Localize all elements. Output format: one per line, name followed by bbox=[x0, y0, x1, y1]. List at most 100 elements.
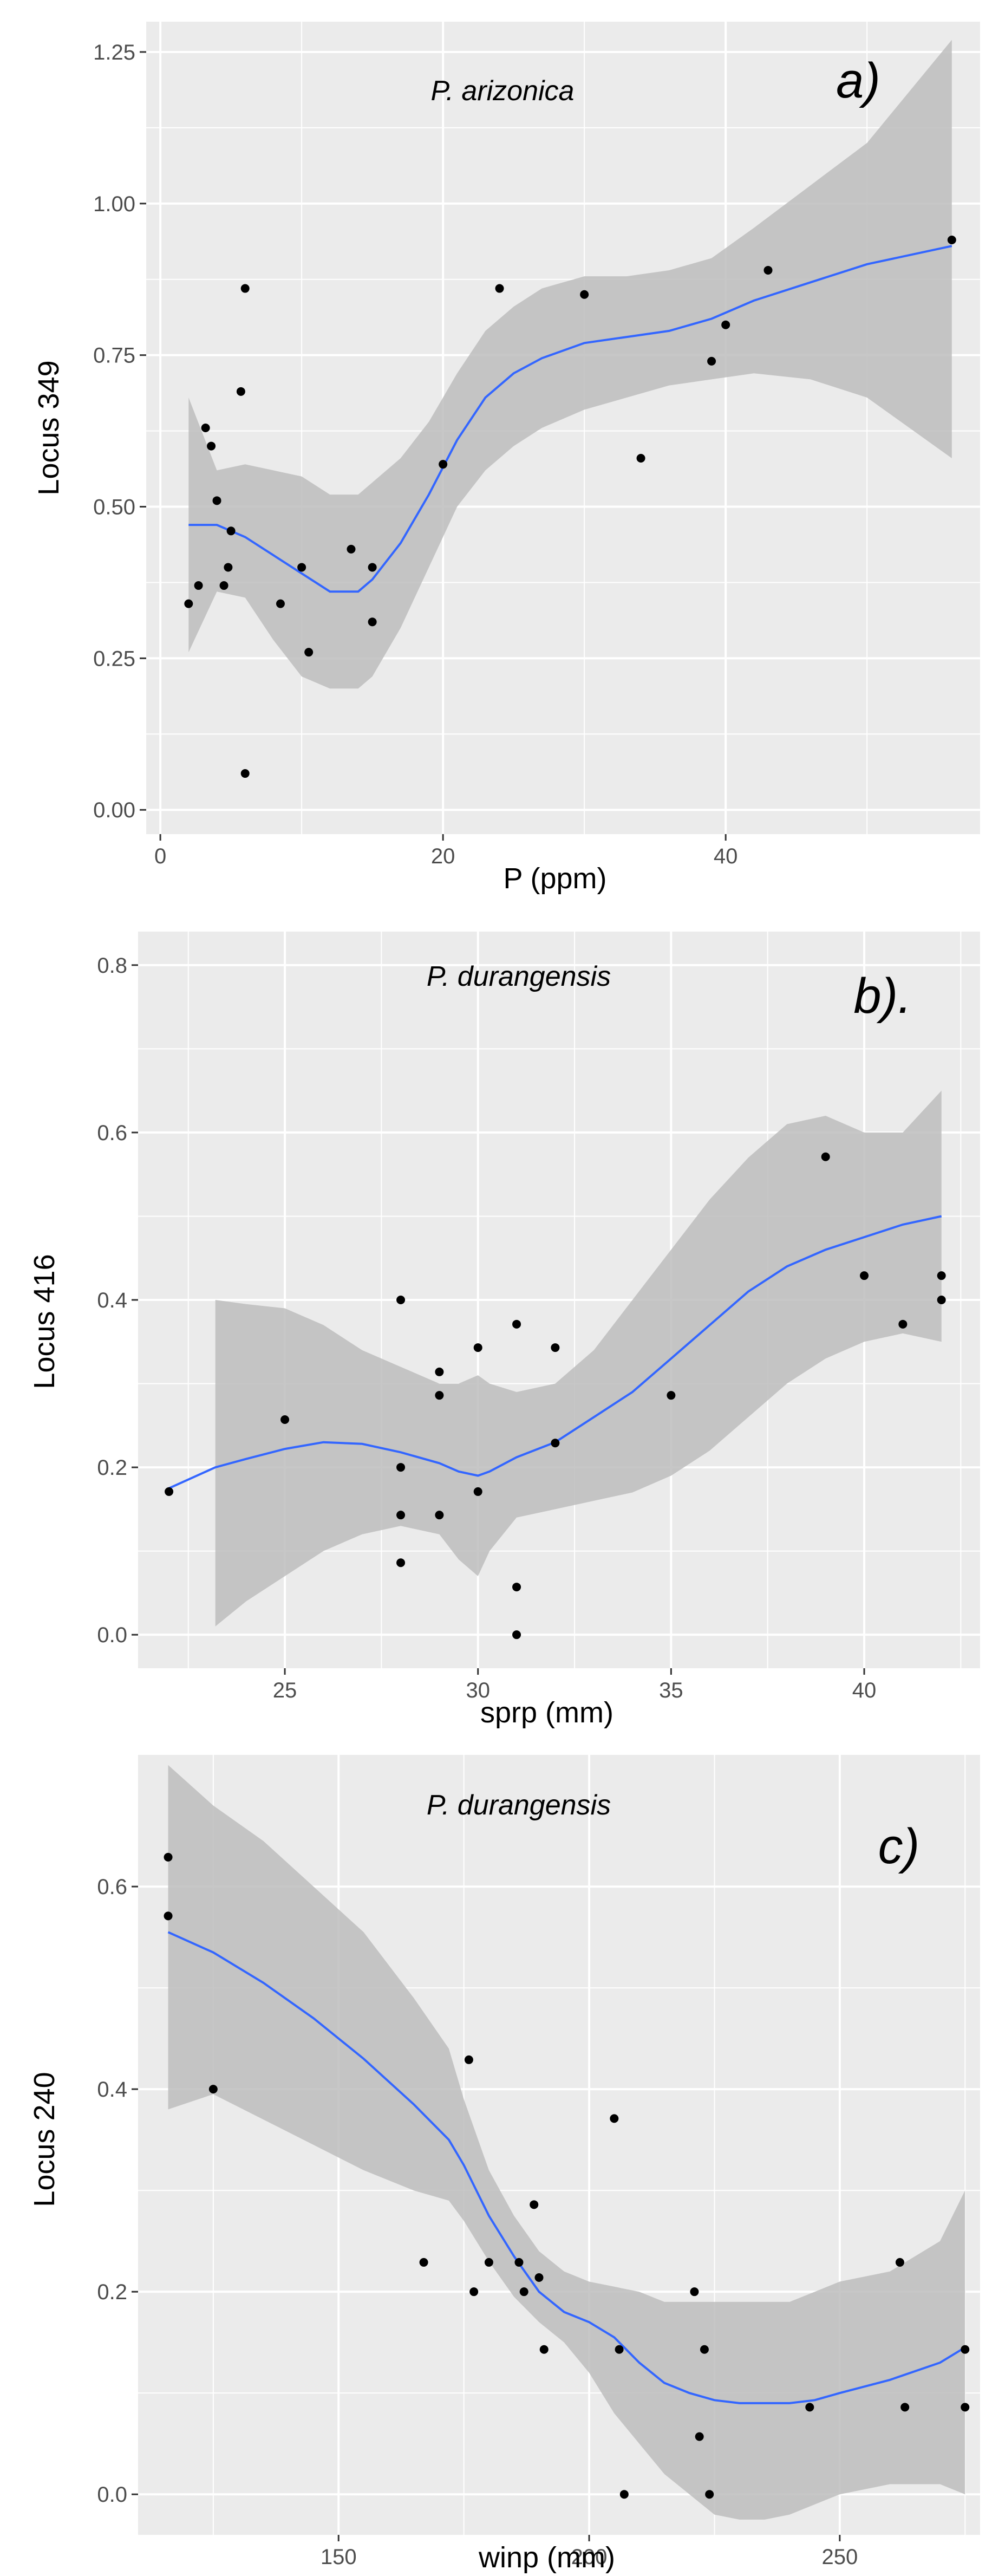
panel-a-data-point bbox=[368, 617, 377, 627]
panel-a-points bbox=[184, 235, 956, 778]
panel-c-data-point bbox=[208, 2085, 218, 2094]
panel-a-data-point bbox=[297, 563, 306, 572]
panel-c-data-point bbox=[164, 1911, 173, 1921]
panel-b-xlabel: sprp (mm) bbox=[480, 1696, 614, 1729]
panel-a-data-point bbox=[580, 290, 589, 299]
panel-a-background bbox=[146, 22, 980, 834]
panel-a-data-point bbox=[226, 526, 236, 536]
panel-c-data-point bbox=[705, 2490, 714, 2499]
panel-c-data-point bbox=[464, 2055, 473, 2064]
panel-c-data-point bbox=[615, 2345, 624, 2354]
panel-b-data-point bbox=[396, 1463, 406, 1472]
panel-a-y-tick-label: 0.25 bbox=[93, 647, 135, 671]
panel-b-y-tick-label: 0.6 bbox=[97, 1121, 127, 1145]
panel-c-data-point bbox=[700, 2345, 709, 2354]
panel-b-data-point bbox=[435, 1511, 444, 1520]
panel-a-data-point bbox=[184, 599, 193, 608]
panel-b-confidence-ribbon bbox=[215, 1090, 942, 1627]
panel-c-confidence-ribbon bbox=[168, 1765, 965, 2520]
panel-a-x-axis: 0 20 40 bbox=[154, 834, 738, 868]
panel-a-data-point bbox=[276, 599, 285, 608]
panel-a-data-point bbox=[201, 424, 210, 432]
panel-b-label: b). bbox=[853, 968, 911, 1024]
panel-b-x-tick-label: 40 bbox=[852, 1679, 877, 1702]
panel-a-x-tick-label: 0 bbox=[154, 844, 166, 868]
panel-a-data-point bbox=[439, 460, 448, 469]
panel-a-data-point bbox=[347, 544, 356, 554]
panel-b-x-tick-label: 25 bbox=[273, 1679, 297, 1702]
panel-a-data-point bbox=[236, 387, 245, 396]
panel-c-data-point bbox=[539, 2345, 549, 2354]
panel-a-y-tick-label: 1.00 bbox=[93, 192, 135, 216]
panel-b-points bbox=[165, 1152, 946, 1640]
panel-a-data-point bbox=[207, 441, 216, 451]
panel-a-title: P. arizonica bbox=[431, 75, 575, 107]
panel-c-data-point bbox=[900, 2403, 910, 2412]
panel-b-data-point bbox=[898, 1319, 908, 1329]
panel-c-y-tick-label: 0.4 bbox=[97, 2078, 127, 2102]
panel-c-ylabel: Locus 240 bbox=[28, 2072, 61, 2207]
panel-c-data-point bbox=[484, 2258, 493, 2267]
panel-a-xlabel: P (ppm) bbox=[503, 862, 606, 895]
panel-c: 0.0 0.2 0.4 0.6 150 200 250 P. durangensis c)… bbox=[28, 1755, 980, 2574]
panel-c-data-point bbox=[610, 2114, 619, 2123]
panel-a: 0.00 0.25 0.50 0.75 1.00 1.25 0 20 40 P. arizon… bbox=[32, 22, 980, 895]
panel-b-data-point bbox=[473, 1343, 482, 1352]
panel-c-data-point bbox=[469, 2287, 479, 2297]
panel-a-label: a) bbox=[836, 53, 880, 108]
panel-a-grid bbox=[146, 22, 980, 834]
panel-c-label: c) bbox=[878, 1819, 920, 1874]
panel-c-data-point bbox=[961, 2345, 970, 2354]
panel-a-smooth-line bbox=[188, 245, 952, 593]
panel-a-data-point bbox=[707, 356, 716, 366]
panel-c-smooth-line bbox=[167, 1931, 966, 2404]
panel-c-data-point bbox=[690, 2287, 699, 2297]
panel-a-data-point bbox=[368, 563, 377, 572]
panel-b-data-point bbox=[396, 1558, 406, 1567]
panel-a-x-tick-label: 20 bbox=[431, 844, 455, 868]
panel-b-data-point bbox=[396, 1511, 406, 1520]
panel-a-y-tick-label: 0.75 bbox=[93, 344, 135, 368]
panel-a-data-point bbox=[495, 284, 504, 293]
panel-b-y-tick-label: 0.0 bbox=[97, 1623, 127, 1647]
panel-b-data-point bbox=[435, 1367, 444, 1376]
panel-b-x-axis: 25 30 35 40 bbox=[273, 1668, 876, 1702]
panel-a-data-point bbox=[194, 581, 203, 590]
panel-c-y-tick-label: 0.6 bbox=[97, 1875, 127, 1899]
panel-b-y-axis: 0.0 0.2 0.4 0.6 0.8 bbox=[97, 954, 138, 1647]
panel-b-title: P. durangensis bbox=[427, 961, 611, 992]
panel-a-y-tick-label: 0.00 bbox=[93, 798, 135, 822]
panel-c-data-point bbox=[519, 2287, 528, 2297]
panel-a-data-point bbox=[304, 648, 314, 657]
panel-a-data-point bbox=[947, 235, 956, 244]
panel-a-data-point bbox=[219, 581, 229, 590]
panel-b-data-point bbox=[551, 1343, 560, 1352]
panel-b-data-point bbox=[512, 1630, 521, 1640]
panel-b-data-point bbox=[937, 1271, 946, 1280]
panel-c-x-tick-label: 150 bbox=[321, 2545, 357, 2569]
panel-c-data-point bbox=[164, 1852, 173, 1862]
panel-b-data-point bbox=[396, 1296, 406, 1304]
panel-c-x-tick-label: 200 bbox=[571, 2545, 608, 2569]
panel-b-y-tick-label: 0.2 bbox=[97, 1456, 127, 1480]
panel-b-data-point bbox=[280, 1415, 290, 1424]
panel-c-data-point bbox=[619, 2490, 629, 2499]
panel-c-data-point bbox=[530, 2200, 539, 2209]
panel-c-y-axis: 0.0 0.2 0.4 0.6 bbox=[97, 1875, 138, 2507]
panel-b-data-point bbox=[667, 1391, 676, 1400]
panel-a-y-tick-label: 0.50 bbox=[93, 496, 135, 519]
panel-b-data-point bbox=[165, 1487, 174, 1496]
panel-b-data-point bbox=[512, 1319, 521, 1329]
panel-a-confidence-ribbon bbox=[188, 40, 952, 689]
panel-c-x-tick-label: 250 bbox=[821, 2545, 858, 2569]
panel-a-data-point bbox=[636, 453, 645, 463]
panel-a-data-point bbox=[224, 563, 233, 572]
panel-c-data-point bbox=[695, 2432, 704, 2441]
panel-b-data-point bbox=[937, 1296, 946, 1304]
panel-a-x-tick-label: 40 bbox=[714, 844, 738, 868]
panel-a-ylabel: Locus 349 bbox=[32, 360, 65, 495]
panel-c-points bbox=[164, 1852, 970, 2499]
panel-b-y-tick-label: 0.4 bbox=[97, 1289, 127, 1312]
panel-c-y-tick-label: 0.2 bbox=[97, 2280, 127, 2304]
